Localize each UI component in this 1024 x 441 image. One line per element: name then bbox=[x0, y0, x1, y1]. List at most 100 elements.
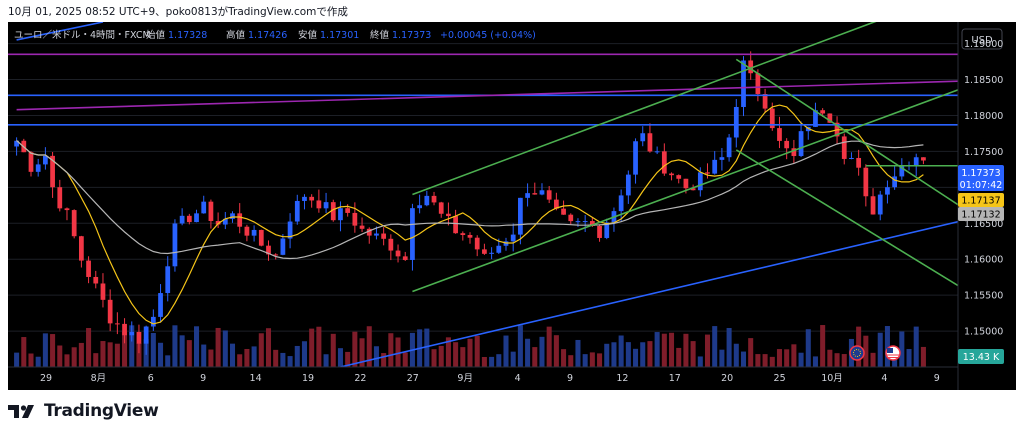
long-trendline-lower bbox=[340, 220, 958, 367]
volume-bar bbox=[568, 355, 574, 367]
legend-open: 1.17328 bbox=[168, 30, 207, 41]
candle-body bbox=[841, 136, 847, 159]
volume-bar bbox=[474, 335, 480, 367]
candle-body bbox=[604, 222, 610, 238]
grid-lines bbox=[8, 43, 958, 332]
candle-body bbox=[179, 215, 185, 224]
time-tick-label: 12 bbox=[616, 373, 628, 384]
candle-body bbox=[280, 238, 286, 255]
volume-bar bbox=[395, 337, 401, 367]
candle-body bbox=[230, 213, 235, 219]
volume-bar bbox=[661, 333, 667, 367]
candle-body bbox=[863, 167, 869, 197]
volume-bar bbox=[467, 338, 473, 367]
candle-body bbox=[654, 151, 660, 153]
volume-bar bbox=[611, 342, 617, 367]
candle-body bbox=[309, 196, 315, 201]
candle-body bbox=[316, 200, 322, 209]
currency-label: USD bbox=[971, 35, 993, 46]
candle-body bbox=[222, 218, 228, 225]
volume-bar bbox=[136, 342, 142, 367]
time-axis: 29 8月 6 9 14 19 22 27 9月 4 9 12 17 20 25 10月 4 9 bbox=[8, 366, 958, 384]
candle-body bbox=[165, 266, 171, 294]
volume-value: 13.43 K bbox=[963, 352, 1000, 363]
volume-bar bbox=[769, 356, 775, 367]
volume-bar bbox=[352, 331, 358, 367]
candle-body bbox=[294, 200, 300, 222]
volume-bar bbox=[539, 336, 545, 367]
volume-bar bbox=[86, 328, 92, 367]
volume-bar bbox=[129, 325, 135, 367]
candle-body bbox=[913, 157, 919, 166]
volume-bar bbox=[532, 347, 538, 367]
tradingview-logo[interactable]: TradingView bbox=[8, 401, 159, 421]
candle-body bbox=[496, 245, 502, 253]
volume-bar bbox=[503, 335, 509, 367]
volume-bar bbox=[14, 352, 20, 367]
volume-bar bbox=[316, 326, 322, 367]
volume-bar bbox=[229, 343, 236, 367]
candle-body bbox=[712, 159, 718, 174]
price-tick-label: 1.18500 bbox=[964, 75, 1003, 86]
volume-bar bbox=[683, 333, 689, 367]
legend-high-label: 高値 bbox=[226, 29, 246, 41]
candle-body bbox=[366, 228, 372, 236]
volume-badge: 13.43 K bbox=[958, 349, 1004, 364]
candle-body bbox=[352, 212, 358, 226]
resistance-trendline bbox=[16, 80, 958, 111]
volume-bar bbox=[791, 344, 797, 367]
time-tick-label: 25 bbox=[774, 373, 786, 384]
price-chart[interactable]: ユーロ／米ドル・4時間・FXCM 始値 1.17328 高値 1.17426 安… bbox=[8, 22, 1016, 390]
candle-body bbox=[194, 213, 199, 223]
bar-countdown: 01:07:42 bbox=[960, 180, 1003, 191]
candle-body bbox=[525, 193, 530, 198]
candle-body bbox=[705, 172, 710, 174]
volume-bar bbox=[366, 326, 372, 367]
candle-body bbox=[546, 190, 552, 200]
volume-bar bbox=[453, 342, 459, 367]
volume-bar bbox=[884, 326, 890, 367]
volume-bar bbox=[776, 349, 782, 367]
candle-body bbox=[143, 326, 149, 344]
volume-bar bbox=[697, 356, 703, 367]
volume-bar bbox=[762, 354, 768, 367]
candle-body bbox=[323, 202, 329, 209]
volume-bar bbox=[345, 351, 351, 367]
legend-low: 1.17301 bbox=[320, 30, 359, 41]
volume-bar bbox=[330, 333, 336, 367]
volume-bar bbox=[237, 354, 243, 367]
event-eu-flag-icon[interactable] bbox=[849, 345, 865, 361]
candle-body bbox=[589, 221, 595, 226]
ma-fast-badge: 1.17137 bbox=[958, 193, 1004, 207]
volume-bar bbox=[525, 338, 531, 367]
volume-bar bbox=[755, 354, 761, 367]
volume-bar bbox=[215, 327, 221, 367]
volume-bar bbox=[280, 352, 286, 367]
volume-bar bbox=[445, 337, 451, 367]
volume-bar bbox=[287, 356, 293, 367]
candle-body bbox=[14, 140, 19, 147]
candle-body bbox=[431, 195, 437, 203]
event-us-flag-icon[interactable] bbox=[885, 345, 901, 361]
candle-body bbox=[568, 214, 574, 222]
chart-credit: 10月 01, 2025 08:52 UTC+9、poko0813がTradin… bbox=[8, 6, 348, 18]
chart-frame[interactable]: ユーロ／米ドル・4時間・FXCM 始値 1.17328 高値 1.17426 安… bbox=[8, 22, 1016, 390]
volume-bar bbox=[582, 354, 588, 367]
currency-button[interactable]: USD bbox=[961, 28, 1003, 50]
candle-body bbox=[921, 157, 926, 161]
candle-body bbox=[798, 131, 804, 157]
candle-body bbox=[647, 133, 653, 152]
legend-symbol: ユーロ／米ドル・4時間・FXCM bbox=[14, 29, 151, 41]
ma-slow-line bbox=[16, 140, 924, 260]
price-tick-label: 1.18000 bbox=[964, 111, 1003, 122]
candle-body bbox=[57, 187, 63, 209]
time-tick-label: 9月 bbox=[457, 373, 473, 384]
candle-body bbox=[690, 188, 696, 191]
candle-body bbox=[136, 331, 142, 344]
volume-bar bbox=[258, 333, 264, 367]
candle-body bbox=[892, 176, 898, 188]
candle-body bbox=[482, 249, 487, 254]
volume-bar bbox=[597, 353, 603, 367]
volume-bar bbox=[812, 356, 818, 367]
volume-bar bbox=[690, 341, 696, 367]
